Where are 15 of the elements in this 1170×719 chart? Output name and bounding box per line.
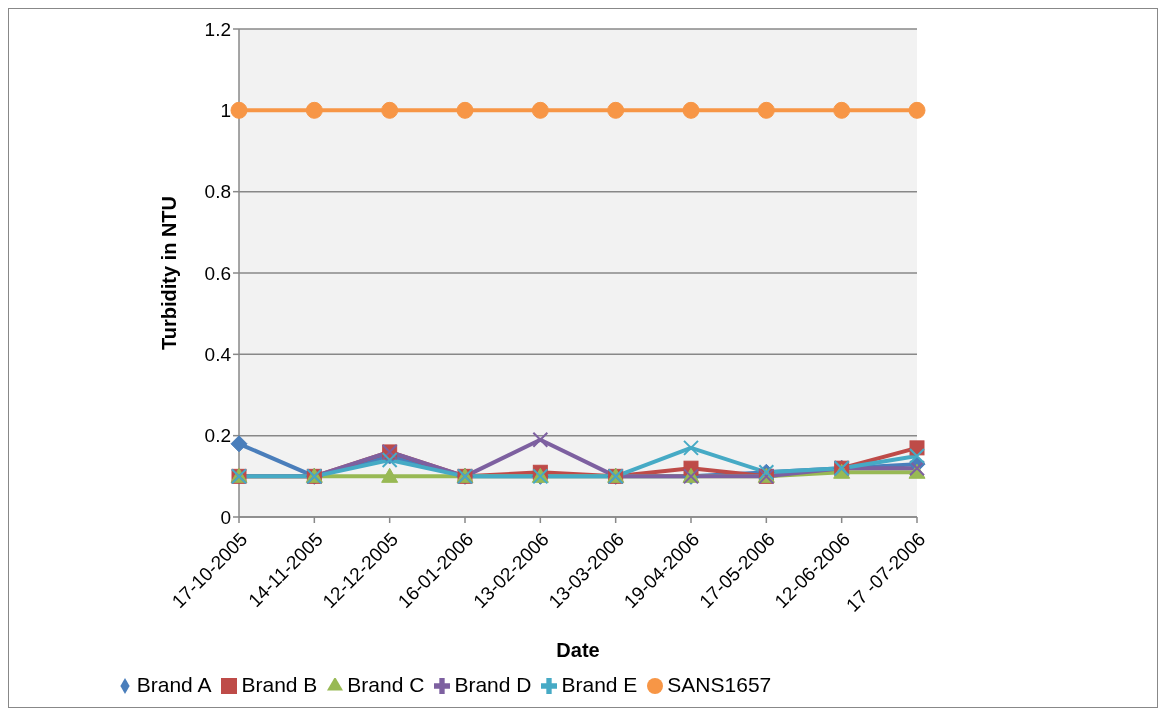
y-tick-label: 1.2 [204,18,231,40]
y-tick-label: 0 [220,506,231,528]
y-axis-title: Turbidity in NTU [158,195,181,351]
legend-label: Brand D [454,673,532,696]
y-tick-label: 0.2 [204,425,231,447]
y-tick-label: 0.8 [204,181,231,203]
x-axis-title: Date [556,639,600,661]
legend-label: Brand B [241,673,318,696]
legend-label: Brand A [136,673,212,696]
y-tick-label: 1 [220,100,231,122]
legend-label: Brand C [347,673,425,696]
legend-label: Brand E [561,673,638,696]
y-tick-label: 0.4 [204,344,232,366]
legend-label: SANS1657 [667,673,772,696]
y-tick-label: 0.6 [204,262,231,284]
